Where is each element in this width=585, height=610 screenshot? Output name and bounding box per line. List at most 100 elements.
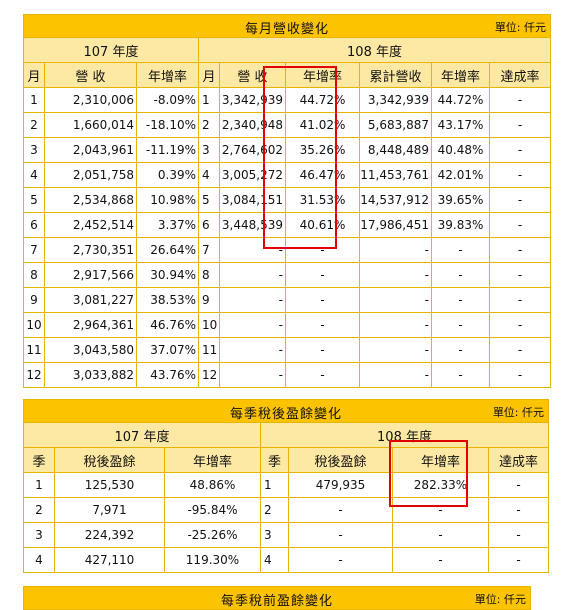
quarter-cell: 1 <box>260 472 289 498</box>
monthly-title-bar: 每月營收變化 單位: 仟元 <box>22 14 552 38</box>
yoy-cell: 40.61% <box>285 212 360 238</box>
monthly-revenue-table: 每月營收變化 單位: 仟元 107 年度 108 年度 月 營 收 年增率 月 … <box>22 14 552 388</box>
quarter-cell: 4 <box>23 547 55 573</box>
yoy-cell: - <box>285 262 360 288</box>
achievement-cell: - <box>488 187 552 213</box>
month-cell: 5 <box>198 187 220 213</box>
cumulative-revenue-cell: 3,342,939 <box>359 87 432 113</box>
revenue-cell: 3,033,882 <box>44 362 137 388</box>
revenue-cell: - <box>219 312 286 338</box>
achievement-cell: - <box>488 112 552 138</box>
revenue-cell: 2,051,758 <box>44 162 137 188</box>
cumulative-yoy-cell: - <box>431 262 490 288</box>
yoy-cell: 43.76% <box>136 362 199 388</box>
month-cell: 11 <box>23 337 45 363</box>
column-header: 季 <box>260 447 289 473</box>
quarter-cell: 1 <box>23 472 55 498</box>
table-row: 1 2,310,006 -8.09% 1 3,342,939 44.72% 3,342,93… <box>23 87 552 113</box>
achievement-cell: - <box>488 312 552 338</box>
quarterly-profit-table: 每季稅後盈餘變化 單位: 仟元 107 年度 108 年度 季 稅後盈餘 年增率… <box>22 399 550 573</box>
achievement-cell: - <box>488 262 552 288</box>
month-cell: 3 <box>23 137 45 163</box>
pretax-unit: 單位: 仟元 <box>474 593 526 606</box>
achievement-cell: - <box>488 237 552 263</box>
revenue-cell: - <box>219 237 286 263</box>
yoy-cell: - <box>285 312 360 338</box>
achievement-cell: - <box>488 87 552 113</box>
cumulative-revenue-cell: - <box>359 337 432 363</box>
table-row: 11 3,043,580 37.07% 11- - - - - <box>23 337 552 363</box>
column-header: 達成率 <box>488 62 552 88</box>
pretax-title: 每季稅前盈餘變化 <box>220 594 333 609</box>
yoy-cell: 38.53% <box>136 287 199 313</box>
column-header: 月 <box>198 62 220 88</box>
cumulative-yoy-cell: - <box>431 237 490 263</box>
cumulative-yoy-cell: 44.72% <box>431 87 490 113</box>
month-cell: 9 <box>198 287 220 313</box>
net-profit-cell: - <box>288 497 393 523</box>
monthly-unit: 單位: 仟元 <box>494 21 547 34</box>
net-profit-cell: - <box>288 522 393 548</box>
achievement-cell: - <box>487 547 550 573</box>
pretax-profit-table: 每季稅前盈餘變化 單位: 仟元 <box>23 586 531 610</box>
cumulative-revenue-cell: - <box>359 287 432 313</box>
revenue-cell: 1,660,014 <box>44 112 137 138</box>
month-cell: 7 <box>198 237 220 263</box>
table-row: 10 2,964,361 46.76% 10- - - - - <box>23 312 552 338</box>
cumulative-yoy-cell: 39.65% <box>431 187 490 213</box>
yoy-cell: 46.76% <box>136 312 199 338</box>
net-profit-cell: 224,392 <box>54 522 165 548</box>
month-cell: 4 <box>23 162 45 188</box>
yoy-cell: 10.98% <box>136 187 199 213</box>
cumulative-revenue-cell: 11,453,761 <box>359 162 432 188</box>
revenue-cell: 2,964,361 <box>44 312 137 338</box>
quarter-cell: 4 <box>260 547 289 573</box>
month-cell: 3 <box>198 137 220 163</box>
yoy-cell: 119.30% <box>164 547 261 573</box>
pretax-title-bar: 每季稅前盈餘變化 單位: 仟元 <box>23 586 531 610</box>
quarterly-year-107: 107 年度 <box>23 422 261 448</box>
cumulative-revenue-cell: - <box>359 237 432 263</box>
revenue-cell: - <box>219 337 286 363</box>
quarterly-title-bar: 每季稅後盈餘變化 單位: 仟元 <box>22 399 550 423</box>
revenue-cell: - <box>219 362 286 388</box>
table-row: 8 2,917,566 30.94% 8- - - - - <box>23 262 552 288</box>
quarter-cell: 3 <box>23 522 55 548</box>
cumulative-revenue-cell: 17,986,451 <box>359 212 432 238</box>
month-cell: 2 <box>198 112 220 138</box>
achievement-cell: - <box>488 137 552 163</box>
revenue-cell: 2,340,948 <box>219 112 286 138</box>
yoy-cell: 46.47% <box>285 162 360 188</box>
quarter-cell: 2 <box>23 497 55 523</box>
table-row: 4 2,051,758 0.39% 4 3,005,272 46.47% 11,453,76… <box>23 162 552 188</box>
yoy-cell: 48.86% <box>164 472 261 498</box>
yoy-cell: -11.19% <box>136 137 199 163</box>
table-row: 12 3,033,882 43.76% 12- - - - - <box>23 362 552 388</box>
month-cell: 6 <box>198 212 220 238</box>
revenue-cell: - <box>219 262 286 288</box>
month-cell: 12 <box>198 362 220 388</box>
cumulative-revenue-cell: 5,683,887 <box>359 112 432 138</box>
net-profit-cell: 7,971 <box>54 497 165 523</box>
yoy-cell: 35.26% <box>285 137 360 163</box>
yoy-cell: -18.10% <box>136 112 199 138</box>
yoy-cell: -8.09% <box>136 87 199 113</box>
yoy-cell: - <box>392 547 489 573</box>
cumulative-yoy-cell: 42.01% <box>431 162 490 188</box>
revenue-cell: 2,452,514 <box>44 212 137 238</box>
table-row: 7 2,730,351 26.64% 7- - - - - <box>23 237 552 263</box>
revenue-cell: 3,043,580 <box>44 337 137 363</box>
achievement-cell: - <box>487 522 550 548</box>
cumulative-revenue-cell: - <box>359 312 432 338</box>
achievement-cell: - <box>488 162 552 188</box>
quarterly-body: 1 125,530 48.86% 1 479,935 282.33% -2 7,971 -95.… <box>23 472 550 573</box>
table-row: 9 3,081,227 38.53% 9- - - - - <box>23 287 552 313</box>
cumulative-revenue-cell: 14,537,912 <box>359 187 432 213</box>
cumulative-yoy-cell: - <box>431 337 490 363</box>
column-header: 累計營收 <box>359 62 432 88</box>
column-header: 年增率 <box>431 62 490 88</box>
monthly-body: 1 2,310,006 -8.09% 1 3,342,939 44.72% 3,342,93… <box>23 87 552 388</box>
achievement-cell: - <box>487 472 550 498</box>
month-cell: 9 <box>23 287 45 313</box>
yoy-cell: 26.64% <box>136 237 199 263</box>
